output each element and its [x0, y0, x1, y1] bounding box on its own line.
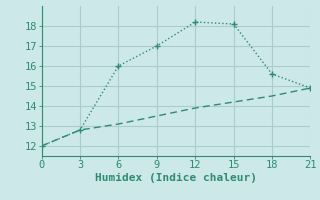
X-axis label: Humidex (Indice chaleur): Humidex (Indice chaleur) — [95, 173, 257, 183]
